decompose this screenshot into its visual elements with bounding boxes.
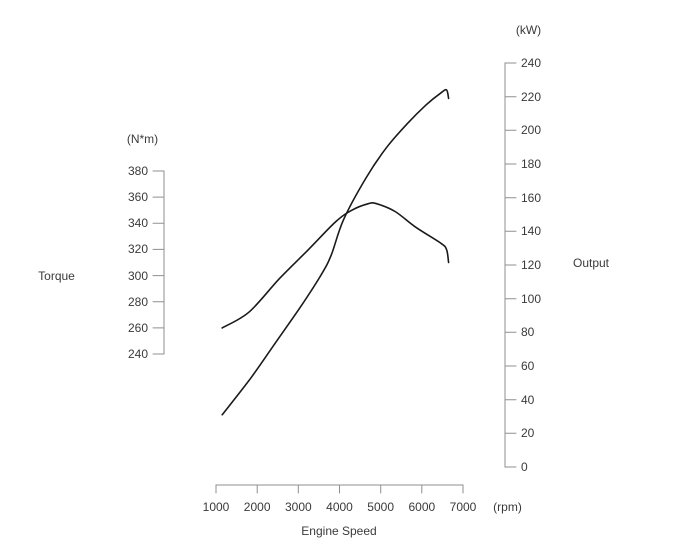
x-axis-tick-label: 3000 — [284, 500, 312, 514]
y-left-tick-label: 300 — [127, 268, 148, 283]
y-left-tick-label: 240 — [127, 347, 148, 361]
x-axis-unit: (rpm) — [493, 500, 522, 514]
y-left-tick-label: 380 — [127, 164, 148, 178]
y-right-tick-label: 140 — [521, 224, 542, 239]
x-axis-tick-label: 2000 — [243, 500, 271, 514]
y-right-tick-label: 120 — [521, 258, 542, 272]
output-curve — [221, 88, 450, 416]
y-left-tick-label: 360 — [127, 190, 148, 205]
y-right-tick-label: 180 — [521, 157, 542, 171]
right-axis-unit: (kW) — [515, 23, 542, 37]
x-axis-tick-label: 1000 — [202, 500, 230, 514]
y-right-tick-label: 80 — [521, 325, 535, 340]
y-left-tick-label: 340 — [127, 216, 148, 231]
y-left-tick-label: 280 — [127, 294, 148, 309]
torque-curve — [221, 202, 450, 329]
y-left-tick-label: 260 — [127, 320, 148, 335]
y-right-tick-label: 20 — [521, 426, 535, 441]
y-right-tick-label: 60 — [521, 359, 535, 373]
y-right-tick-label: 220 — [521, 89, 542, 104]
y-right-tick-label: 0 — [521, 460, 528, 474]
x-axis-tick-label: 5000 — [367, 500, 395, 514]
y-right-tick-label: 200 — [521, 123, 542, 138]
right-axis-title: Output — [572, 255, 610, 270]
y-left-tick-label: 320 — [127, 242, 148, 257]
x-axis-tick-label: 7000 — [449, 500, 477, 514]
x-axis-title: Engine Speed — [301, 523, 377, 538]
y-right-tick-label: 40 — [521, 392, 535, 407]
y-right-tick-label: 100 — [521, 291, 542, 306]
y-right-tick-label: 240 — [521, 56, 542, 70]
left-axis-title: Torque — [38, 268, 75, 283]
left-axis-unit: (N*m) — [126, 132, 159, 146]
y-right-tick-label: 160 — [521, 190, 542, 205]
x-axis-tick-label: 4000 — [326, 500, 353, 514]
x-axis-tick-label: 6000 — [408, 500, 436, 514]
